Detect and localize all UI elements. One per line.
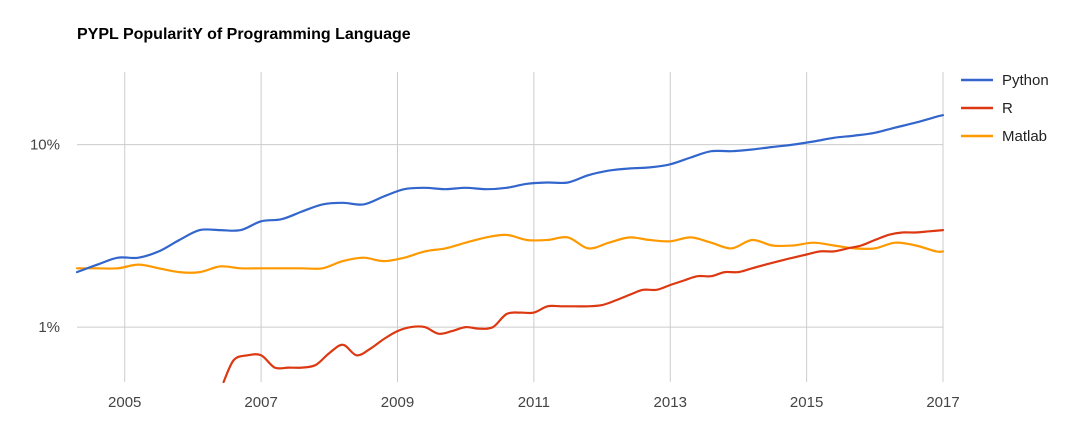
series-line-python [75,114,945,274]
x-tick-label: 2015 [790,394,823,411]
legend-item-matlab[interactable]: Matlab [961,128,1047,145]
y-tick-label: 10% [30,137,60,154]
series-line-r [222,229,945,384]
legend-item-python[interactable]: Python [961,72,1049,89]
grid [77,72,944,382]
legend-label: R [1002,100,1013,117]
x-tick-label: 2013 [654,394,687,411]
legend[interactable]: Python R Matlab [961,72,1049,145]
chart-title: PYPL PopularitY of Programming Language [77,26,411,43]
legend-item-r[interactable]: R [961,100,1013,117]
x-tick-label: 2007 [244,394,277,411]
legend-label: Matlab [1002,128,1047,145]
x-axis-ticks: 2005 2007 2009 2011 2013 2015 2017 [108,394,960,411]
series-line-matlab [75,233,945,274]
x-tick-label: 2011 [518,394,550,411]
x-tick-label: 2017 [926,394,959,411]
x-tick-label: 2009 [381,394,414,411]
legend-label: Python [1002,72,1049,89]
x-tick-label: 2005 [108,394,141,411]
series-lines [75,114,945,384]
y-tick-label: 1% [38,319,60,336]
y-axis-ticks: 1% 10% [30,137,60,336]
